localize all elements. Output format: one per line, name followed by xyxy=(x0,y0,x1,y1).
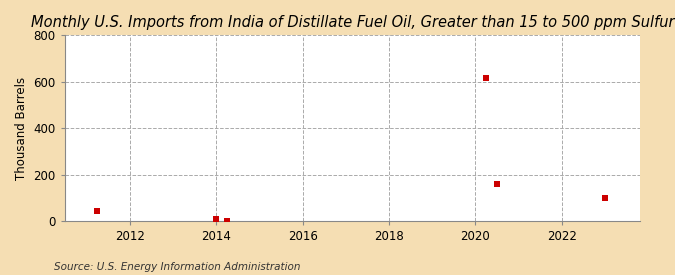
Title: Monthly U.S. Imports from India of Distillate Fuel Oil, Greater than 15 to 500 p: Monthly U.S. Imports from India of Disti… xyxy=(30,15,674,30)
Y-axis label: Thousand Barrels: Thousand Barrels xyxy=(15,77,28,180)
Text: Source: U.S. Energy Information Administration: Source: U.S. Energy Information Administ… xyxy=(54,262,300,272)
